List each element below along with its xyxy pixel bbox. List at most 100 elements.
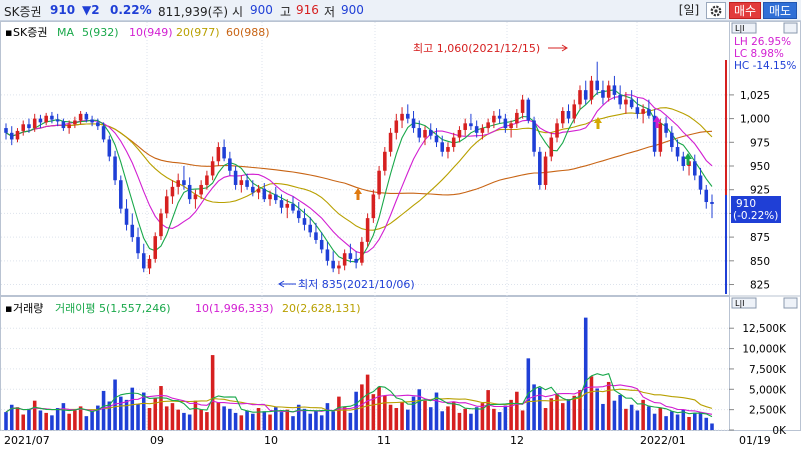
volume-bar xyxy=(474,407,479,430)
candle-body xyxy=(21,124,25,131)
candle-body xyxy=(681,156,686,166)
volume-bar xyxy=(400,402,404,430)
price-tick-label: 850 xyxy=(750,256,770,268)
x-label-09: 09 xyxy=(150,434,164,447)
ma20-legend[interactable]: 20(977) xyxy=(176,26,220,39)
gear-icon[interactable] xyxy=(706,2,726,19)
ma5-legend[interactable]: 5(932) xyxy=(82,26,119,39)
candle-body xyxy=(566,111,571,119)
price-tick-label: 975 xyxy=(750,137,770,149)
volume-bar xyxy=(618,394,622,430)
stock-name[interactable]: SK증권 xyxy=(4,5,42,19)
candle-body xyxy=(434,135,439,143)
buy-button[interactable]: 매수 xyxy=(729,2,761,19)
open-label: 시 xyxy=(232,5,244,19)
vol-ma5-legend[interactable]: 거래이평 5(1,557,246) xyxy=(55,302,171,315)
candle-body xyxy=(543,156,548,185)
volume-bar xyxy=(182,412,186,430)
signal-arrow-up xyxy=(594,117,602,129)
current-price-box-price: 910 xyxy=(736,198,756,210)
volume-bar xyxy=(411,396,416,430)
volume-bar xyxy=(428,407,433,430)
candle-body xyxy=(170,186,175,197)
stat-lh: LH 26.95% xyxy=(734,36,791,48)
volume-bar xyxy=(629,404,634,430)
volume-bar xyxy=(50,415,54,430)
candle-body xyxy=(256,188,261,193)
volume-bar xyxy=(497,412,502,430)
chart-area[interactable]: ▪ SK증권 MA 5(932) 10(949) 20(977) 60(988)… xyxy=(0,21,801,450)
candle-body xyxy=(497,115,502,119)
x-label-11: 11 xyxy=(377,434,391,447)
volume-bar xyxy=(130,387,135,430)
candle-body xyxy=(693,161,697,176)
volume-panel-button[interactable] xyxy=(731,297,757,309)
price-panel-close-icon[interactable] xyxy=(783,22,798,34)
candle-body xyxy=(233,170,238,185)
candle-body xyxy=(647,109,651,116)
volume-bar xyxy=(687,416,691,430)
candle-body xyxy=(595,80,599,91)
volume-bar xyxy=(325,403,330,430)
volume-bar xyxy=(4,412,8,430)
candle-body xyxy=(606,85,611,98)
candle-body xyxy=(73,120,77,125)
volume-bar xyxy=(486,390,490,430)
volume-bar xyxy=(371,394,376,430)
candle-body xyxy=(365,218,370,242)
ma5-line xyxy=(5,89,713,263)
volume-bar xyxy=(21,414,25,430)
volume-bar xyxy=(423,400,427,430)
volume-bar xyxy=(515,391,519,430)
candle-body xyxy=(325,249,330,261)
volume-bar xyxy=(78,406,83,430)
period-daily-button[interactable]: [일] xyxy=(678,3,700,17)
candle-body xyxy=(342,253,347,266)
candle-body xyxy=(698,175,703,190)
candle-body xyxy=(371,194,376,219)
price-tick-label: 1,000 xyxy=(740,114,770,126)
price-ma-lines xyxy=(5,89,713,263)
candle-body xyxy=(704,189,709,203)
volume-bar xyxy=(256,408,261,430)
volume-bar xyxy=(199,409,203,430)
candle-body xyxy=(273,194,278,201)
signal-arrow-up xyxy=(684,153,692,165)
candle-body xyxy=(480,128,485,133)
volume-panel-close-icon[interactable] xyxy=(783,297,798,309)
volume-panel-title-marker: ▪ xyxy=(5,302,12,315)
volume-bar xyxy=(457,412,462,430)
candle-body xyxy=(629,99,634,108)
volume-bar xyxy=(147,408,152,430)
sell-button[interactable]: 매도 xyxy=(763,2,797,19)
candle-body xyxy=(164,196,169,214)
candle-body xyxy=(503,118,508,129)
volume-bar xyxy=(119,396,123,430)
volume-bar xyxy=(337,396,341,430)
candle-body xyxy=(193,194,198,200)
volume-bar xyxy=(406,409,410,430)
candle-body xyxy=(560,111,565,124)
candle-body xyxy=(337,265,341,269)
low-annotation: 최저 835(2021/10/06) xyxy=(298,278,415,291)
volume-bar xyxy=(658,408,663,430)
candle-body xyxy=(228,158,232,171)
date-gridlines xyxy=(146,22,638,430)
volume-bar xyxy=(451,401,456,430)
volume-bar xyxy=(681,409,686,430)
ma60-legend[interactable]: 60(988) xyxy=(226,26,270,39)
volume-bar xyxy=(187,414,192,430)
volume-panel-title: 거래량 xyxy=(13,302,43,315)
volume-bar xyxy=(549,398,554,430)
volume-bar xyxy=(583,317,588,430)
candle-body xyxy=(67,124,71,129)
candle-body xyxy=(176,180,180,187)
ma10-legend[interactable]: 10(949) xyxy=(129,26,173,39)
price-panel-title-marker: ▪ xyxy=(5,26,12,39)
vol-ma10-legend[interactable]: 10(1,996,333) xyxy=(195,302,274,315)
price-panel-button[interactable] xyxy=(731,22,757,34)
vol-ma20-legend[interactable]: 20(2,628,131) xyxy=(282,302,361,315)
candle-body xyxy=(239,180,244,185)
volume-bar xyxy=(44,412,48,430)
candle-body xyxy=(296,210,301,219)
